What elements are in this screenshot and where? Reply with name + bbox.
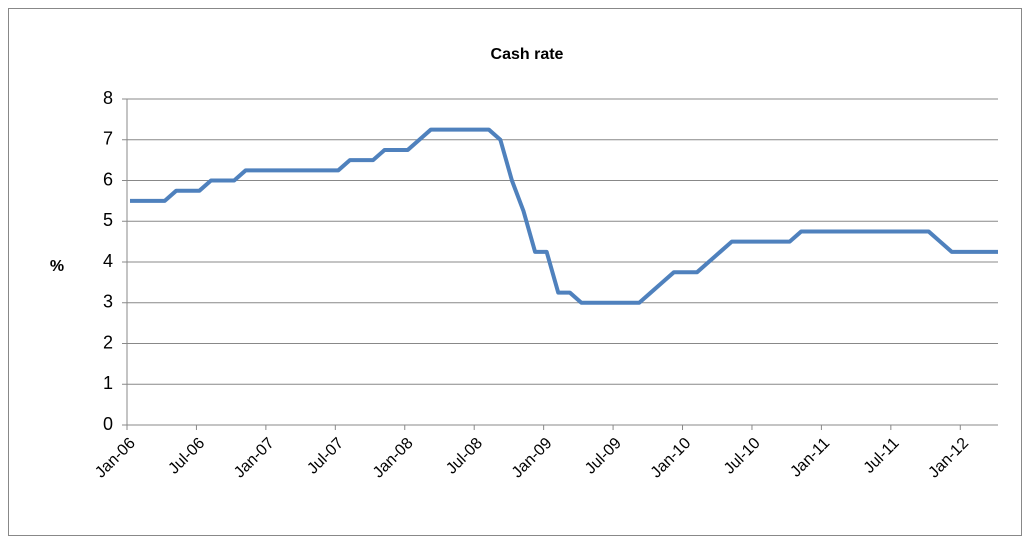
y-tick-label: 8 — [103, 88, 113, 108]
y-tick-label: 5 — [103, 210, 113, 230]
y-tick-label: 1 — [103, 373, 113, 393]
y-tick-label: 0 — [103, 414, 113, 434]
y-tick-label: 4 — [103, 251, 113, 271]
y-tick-label: 2 — [103, 332, 113, 352]
y-tick-label: 3 — [103, 292, 113, 312]
chart-border — [8, 8, 1022, 536]
y-tick-label: 7 — [103, 129, 113, 149]
y-tick-label: 6 — [103, 169, 113, 189]
line — [130, 127, 998, 305]
y-axis-label: % — [50, 258, 64, 275]
chart-title: Cash rate — [491, 46, 564, 63]
